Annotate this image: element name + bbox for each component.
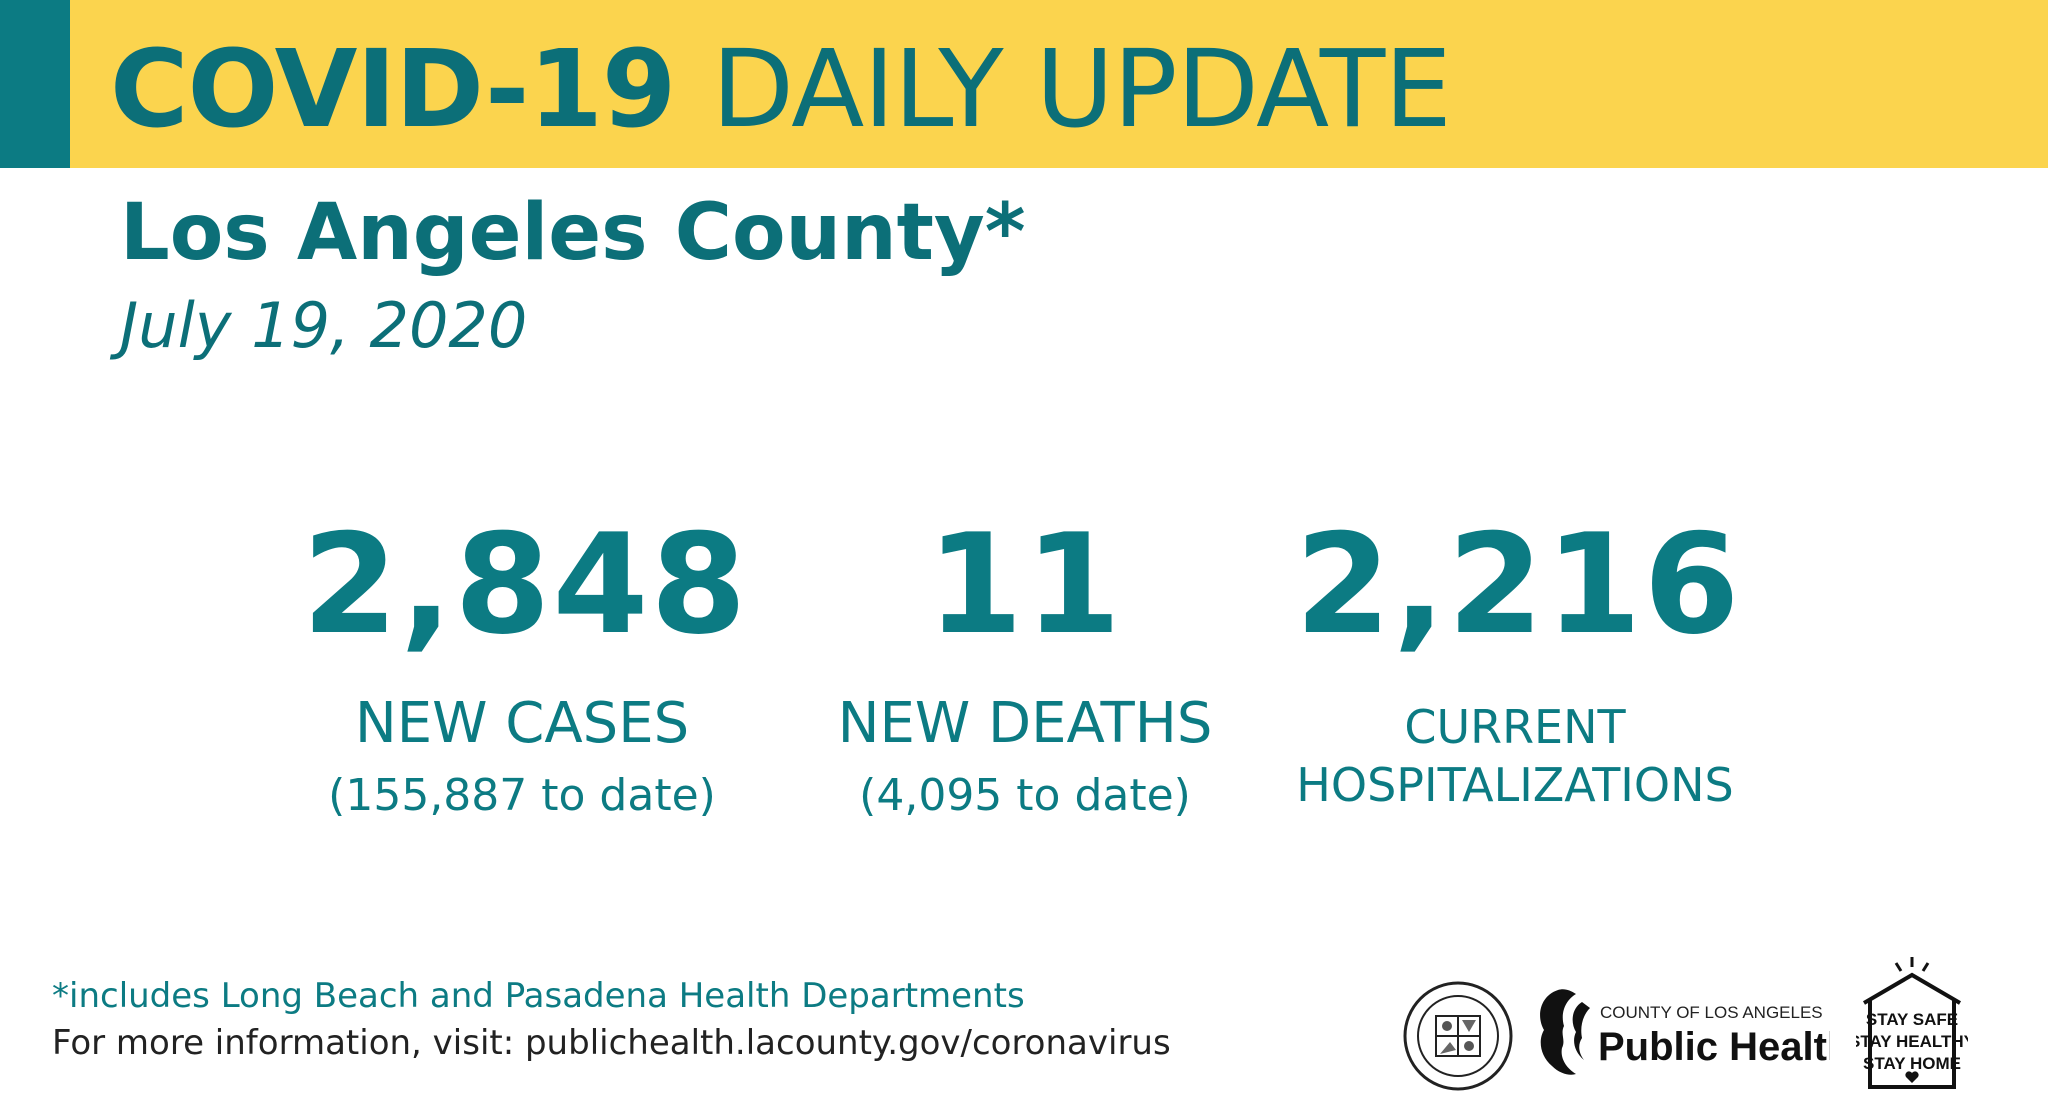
title-covid: COVID-19 — [110, 28, 676, 152]
heart-icon — [1905, 1071, 1919, 1083]
header-banner — [0, 0, 2048, 168]
stat-label: NEW DEATHS — [837, 691, 1213, 756]
more-info-text: For more information, visit: publichealt… — [52, 1023, 1171, 1063]
stay-safe-logo: STAY SAFE STAY HEALTHY STAY HOME — [1856, 957, 1968, 1089]
stay-line-3: STAY HOME — [1863, 1054, 1961, 1073]
stat-value: 2,848 — [302, 504, 749, 665]
stat-label: NEW CASES — [354, 691, 690, 756]
stay-line-2: STAY HEALTHY — [1856, 1032, 1968, 1051]
stat-value: 2,216 — [1295, 504, 1742, 665]
stat-label-line2: HOSPITALIZATIONS — [1296, 758, 1734, 812]
stat-subtotal: (155,887 to date) — [328, 770, 716, 821]
county-name: Los Angeles County* — [120, 188, 1026, 278]
stat-new-cases: 2,848 NEW CASES (155,887 to date) — [302, 504, 749, 824]
page-title: COVID-19 DAILY UPDATE — [110, 28, 1452, 152]
stat-value: 11 — [926, 504, 1124, 665]
ph-big-text: Public Health — [1598, 1025, 1830, 1069]
stay-line-1: STAY SAFE — [1866, 1010, 1958, 1029]
public-health-logo: COUNTY OF LOS ANGELES Public Health — [1540, 989, 1830, 1075]
county-seal-logo — [1403, 981, 1513, 1091]
ph-small-text: COUNTY OF LOS ANGELES — [1600, 1003, 1823, 1022]
report-date: July 19, 2020 — [120, 289, 528, 362]
stat-hospitalizations: 2,216 CURRENT HOSPITALIZATIONS — [1295, 504, 1742, 814]
footnote: *includes Long Beach and Pasadena Health… — [52, 976, 1025, 1016]
stat-new-deaths: 11 NEW DEATHS (4,095 to date) — [805, 510, 1245, 824]
stat-label-line1: CURRENT — [1404, 700, 1626, 754]
title-daily-update: DAILY UPDATE — [711, 28, 1452, 152]
banner-accent-bar — [0, 0, 70, 168]
stat-subtotal: (4,095 to date) — [859, 770, 1191, 821]
